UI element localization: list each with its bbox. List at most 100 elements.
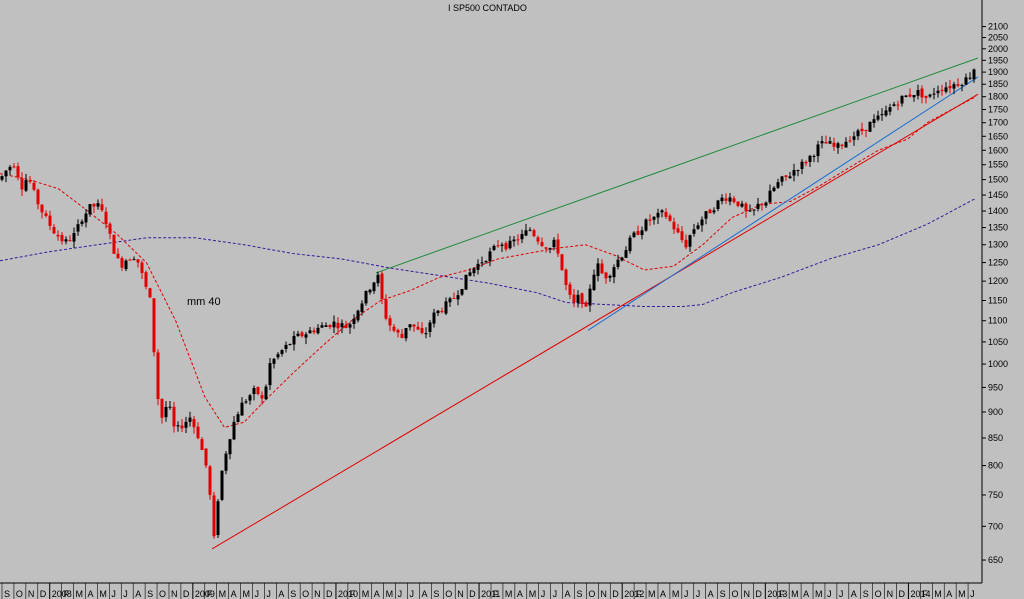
x-tick-label: J xyxy=(266,589,271,599)
candle-body xyxy=(692,229,696,234)
candle-body xyxy=(892,104,896,106)
candle-body xyxy=(824,141,828,144)
y-tick-label: 950 xyxy=(988,382,1003,392)
candle-body xyxy=(840,144,844,146)
y-tick-label: 1100 xyxy=(988,316,1007,326)
candle-body xyxy=(60,234,64,242)
candle-body xyxy=(456,295,460,300)
candle-body xyxy=(312,330,316,333)
x-tick-label: F xyxy=(779,589,785,599)
candle-body xyxy=(244,401,248,403)
candle-body xyxy=(852,136,856,140)
candle-body xyxy=(636,231,640,235)
candle-body xyxy=(300,332,304,337)
x-tick-label: S xyxy=(433,589,439,599)
candle-body xyxy=(820,141,824,144)
x-tick-label: M xyxy=(99,589,107,599)
candle-body xyxy=(872,119,876,124)
y-tick-label: 750 xyxy=(988,490,1003,500)
candle-body xyxy=(960,84,964,86)
candle-body xyxy=(372,282,376,292)
x-tick-label: J xyxy=(684,589,689,599)
candle-body xyxy=(540,242,544,246)
mm-200-line xyxy=(0,197,977,307)
candle-body xyxy=(696,225,700,229)
candle-body xyxy=(788,176,792,179)
candle-body xyxy=(156,352,160,400)
y-tick-label: 1300 xyxy=(988,240,1008,250)
candle-body xyxy=(200,439,204,450)
candle-body xyxy=(508,240,512,249)
candle-body xyxy=(668,215,672,221)
candle-body xyxy=(460,288,464,295)
candle-body xyxy=(0,176,4,180)
candle-body xyxy=(384,299,388,319)
candle-body xyxy=(732,198,736,202)
x-tick-label: N xyxy=(457,589,464,599)
candle-body xyxy=(952,84,956,89)
candle-body xyxy=(640,230,644,236)
candle-body xyxy=(712,210,716,213)
candle-body xyxy=(680,231,684,241)
x-tick-label: J xyxy=(839,589,844,599)
candle-body xyxy=(548,248,552,250)
candle-body xyxy=(808,155,812,163)
candle-body xyxy=(624,250,628,258)
x-tick-label: M xyxy=(791,589,799,599)
candle-body xyxy=(800,161,804,169)
candle-body xyxy=(784,175,788,177)
candle-body xyxy=(124,260,128,270)
x-tick-label: S xyxy=(576,589,582,599)
candle-body xyxy=(408,324,412,328)
candle-body xyxy=(64,239,68,242)
candle-body xyxy=(912,95,916,98)
candle-body xyxy=(304,334,308,338)
candle-body xyxy=(68,240,72,242)
candle-body xyxy=(432,312,436,324)
candle-body xyxy=(120,258,124,268)
candle-body xyxy=(816,144,820,157)
x-tick-label: A xyxy=(851,589,857,599)
candle-body xyxy=(648,219,652,221)
candle-body xyxy=(216,501,220,536)
candle-body xyxy=(164,406,168,418)
candle-body xyxy=(468,272,472,276)
candle-body xyxy=(856,130,860,137)
candle-body xyxy=(368,289,372,293)
candle-body xyxy=(768,190,772,203)
candle-body xyxy=(524,230,528,236)
candle-body xyxy=(708,209,712,214)
candle-body xyxy=(208,466,212,495)
candle-body xyxy=(256,386,260,394)
x-tick-label: J xyxy=(410,589,415,599)
candle-body xyxy=(576,294,580,303)
candle-body xyxy=(452,297,456,299)
candle-body xyxy=(80,221,84,224)
candle-body xyxy=(232,421,236,440)
candle-body xyxy=(504,243,508,250)
x-tick-label: S xyxy=(147,589,153,599)
y-tick-label: 850 xyxy=(988,433,1003,443)
y-tick-label: 1650 xyxy=(988,131,1008,141)
candle-body xyxy=(376,274,380,284)
x-tick-label: O xyxy=(732,589,739,599)
candle-body xyxy=(756,203,760,210)
candle-body xyxy=(196,426,200,439)
candle-body xyxy=(340,323,344,328)
x-tick-label: N xyxy=(171,589,178,599)
candle-body xyxy=(656,212,660,218)
upper-trend-line xyxy=(375,57,979,274)
x-tick-label: O xyxy=(16,589,23,599)
candle-body xyxy=(268,363,272,386)
candle-body xyxy=(152,298,156,353)
x-tick-label: J xyxy=(254,589,259,599)
y-tick-label: 900 xyxy=(988,407,1003,417)
y-tick-label: 700 xyxy=(988,521,1003,531)
x-tick-label: S xyxy=(290,589,296,599)
candle-body xyxy=(940,89,944,91)
candle-body xyxy=(204,448,208,466)
x-tick-label: M xyxy=(386,589,394,599)
y-tick-label: 1750 xyxy=(988,105,1008,115)
candle-body xyxy=(876,115,880,120)
x-tick-label: M xyxy=(672,589,680,599)
